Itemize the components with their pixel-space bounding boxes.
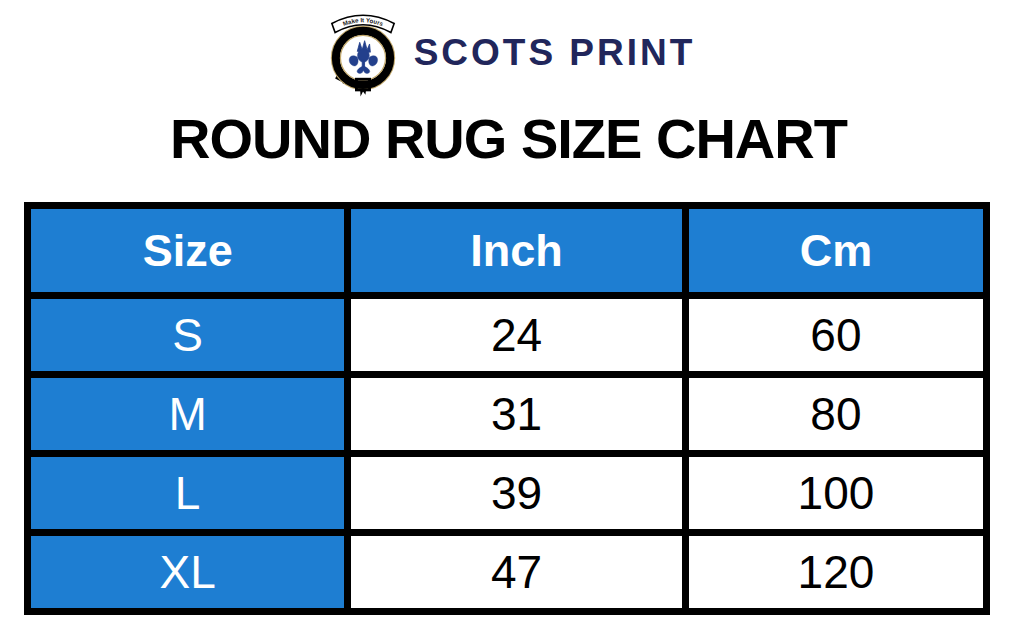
page-title: ROUND RUG SIZE CHART <box>0 106 1017 171</box>
scots-print-crest-icon: Make It Yours <box>322 6 404 100</box>
size-value: M <box>28 375 348 454</box>
cm-value: 120 <box>685 533 986 612</box>
table-row: S 24 60 <box>28 296 987 375</box>
inch-value: 24 <box>348 296 686 375</box>
size-value: L <box>28 454 348 533</box>
column-header-inch: Inch <box>348 206 686 296</box>
table-row: L 39 100 <box>28 454 987 533</box>
size-value: S <box>28 296 348 375</box>
column-header-size: Size <box>28 206 348 296</box>
table-row: XL 47 120 <box>28 533 987 612</box>
size-value: XL <box>28 533 348 612</box>
header-row: Size Inch Cm <box>28 206 987 296</box>
cm-value: 60 <box>685 296 986 375</box>
size-chart-table: Size Inch Cm S 24 60 M 31 80 L 39 100 XL… <box>24 202 990 615</box>
table-row: M 31 80 <box>28 375 987 454</box>
column-header-cm: Cm <box>685 206 986 296</box>
cm-value: 80 <box>685 375 986 454</box>
inch-value: 47 <box>348 533 686 612</box>
inch-value: 31 <box>348 375 686 454</box>
brand-name: SCOTS PRINT <box>414 32 696 74</box>
logo-header: Make It Yours SCOTS PRINT <box>0 6 1017 100</box>
cm-value: 100 <box>685 454 986 533</box>
inch-value: 39 <box>348 454 686 533</box>
